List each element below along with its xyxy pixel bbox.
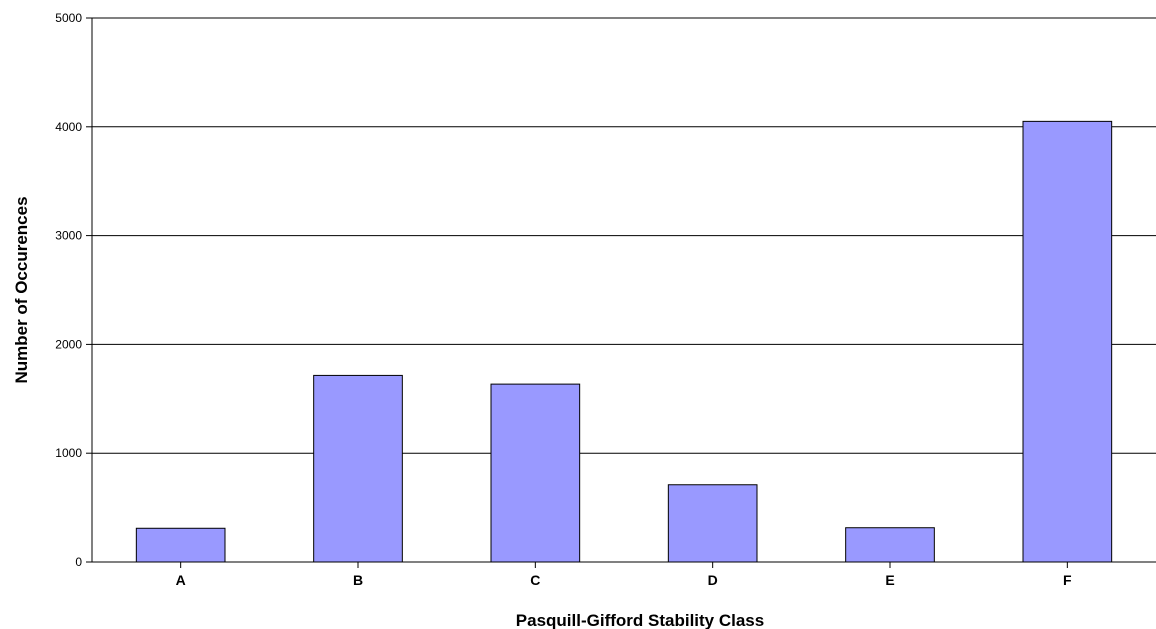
bar-b	[313, 374, 403, 563]
y-tick-labels: 0 1000 2000 3000 4000 5000	[55, 11, 82, 569]
x-axis-title: Pasquill-Gifford Stability Class	[516, 611, 764, 629]
bars	[135, 120, 1113, 563]
y-tick-label: 1000	[55, 446, 82, 460]
bar-a	[135, 527, 226, 563]
x-tick-label: B	[353, 572, 363, 588]
x-tick-label: C	[530, 572, 540, 588]
bar-d	[667, 484, 758, 563]
y-tick-label: 3000	[55, 229, 82, 243]
x-tick-labels: A B C D E F	[176, 572, 1072, 588]
y-tick-label: 5000	[55, 11, 82, 25]
bar-e	[845, 527, 935, 563]
bar-f	[1022, 120, 1113, 563]
x-tick-label: E	[885, 572, 894, 588]
bar-c	[490, 383, 581, 563]
y-tick-label: 4000	[55, 120, 82, 134]
y-axis-title: Number of Occurences	[12, 196, 31, 383]
x-tick-label: A	[176, 572, 186, 588]
y-tick-label: 2000	[55, 337, 82, 351]
axes	[86, 17, 1156, 568]
x-tick-label: F	[1063, 572, 1072, 588]
y-tick-label: 0	[75, 555, 82, 569]
x-tick-label: D	[708, 572, 718, 588]
gridlines	[92, 17, 1156, 454]
